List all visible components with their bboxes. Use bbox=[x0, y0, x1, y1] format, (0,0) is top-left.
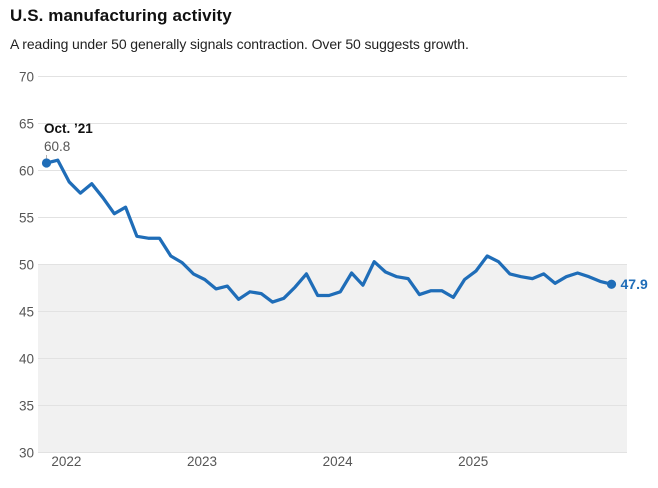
end-value-label: 47.9 bbox=[621, 276, 648, 292]
x-tick-label: 2022 bbox=[51, 454, 81, 469]
y-tick-label: 60 bbox=[19, 164, 34, 179]
start-dot bbox=[41, 158, 52, 168]
x-tick-label: 2025 bbox=[458, 454, 488, 469]
y-tick-label: 50 bbox=[19, 258, 34, 273]
y-tick-label: 35 bbox=[19, 399, 34, 414]
annotation-start-label: Oct. ’21 bbox=[44, 121, 93, 136]
pmi-line bbox=[44, 158, 614, 304]
chart-title: U.S. manufacturing activity bbox=[10, 6, 232, 25]
y-tick-label: 45 bbox=[19, 305, 34, 320]
y-tick-label: 65 bbox=[19, 117, 34, 132]
end-dot bbox=[606, 279, 617, 289]
annotation-start-value: 60.8 bbox=[44, 139, 70, 154]
x-tick-label: 2024 bbox=[323, 454, 354, 469]
chart-subtitle: A reading under 50 generally signals con… bbox=[10, 36, 469, 52]
y-tick-label: 70 bbox=[19, 70, 34, 85]
y-tick-label: 40 bbox=[19, 352, 34, 367]
y-tick-label: 55 bbox=[19, 211, 34, 226]
y-tick-label: 30 bbox=[19, 446, 34, 461]
x-tick-label: 2023 bbox=[187, 454, 217, 469]
